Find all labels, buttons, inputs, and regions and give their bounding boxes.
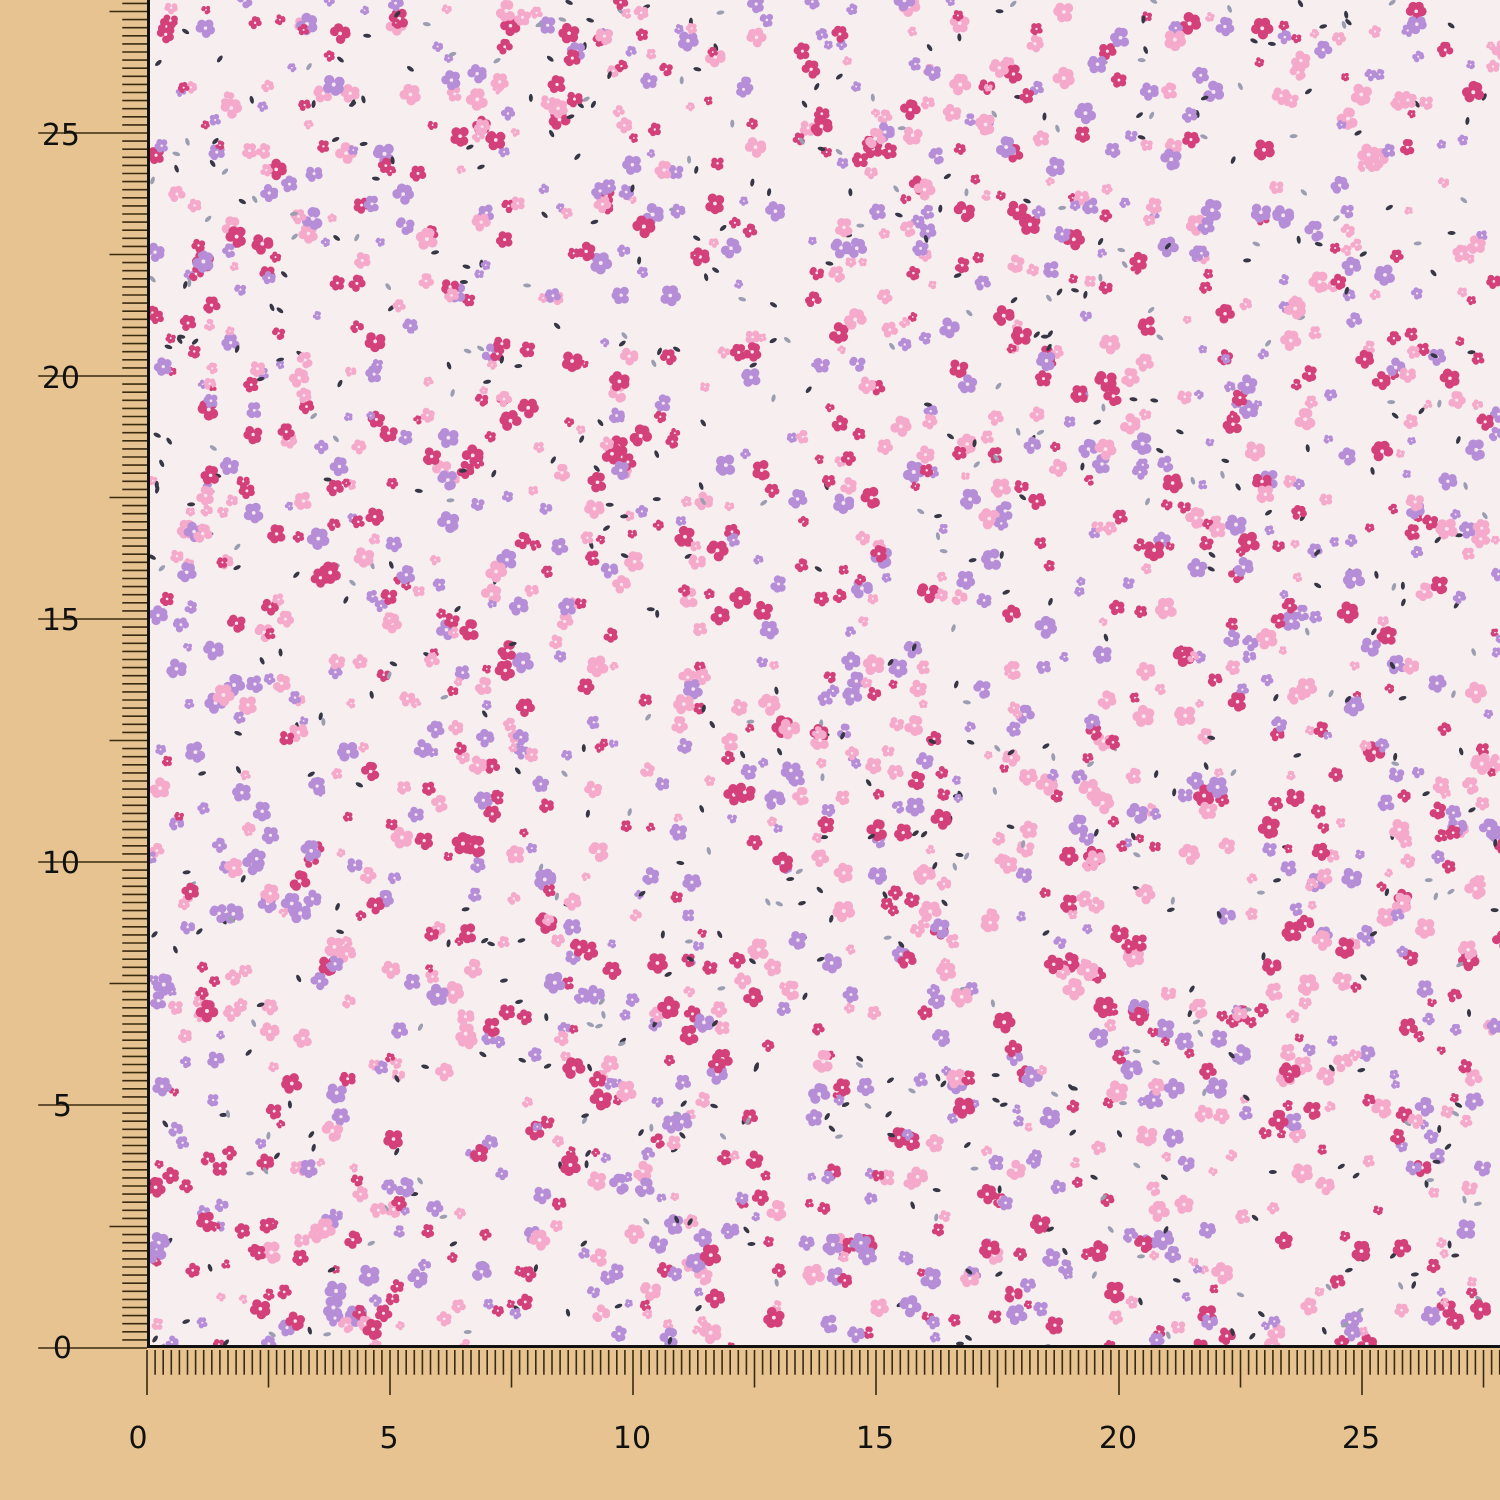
leaf [585,809,590,818]
leaf [1062,1247,1068,1256]
leaf [293,571,300,578]
flower [590,252,613,275]
flower [276,1119,286,1129]
leaf [775,901,783,907]
flower [817,1201,831,1215]
leaf [561,770,568,777]
y-label: 25 [42,118,80,153]
x-label: 0 [128,1421,147,1456]
y-axis-labels: 0 5 10 15 20 25 [42,118,80,1366]
flower-pattern [150,0,1500,1345]
leaf [306,63,312,71]
floral-fabric-swatch [147,0,1500,1348]
flower [1377,794,1395,812]
flower [1120,413,1141,435]
flower [528,485,539,496]
x-label: 10 [613,1421,651,1456]
flower [185,507,196,517]
flower [184,600,197,614]
leaf [992,787,997,795]
x-label: 5 [379,1421,398,1456]
flower [624,551,644,572]
y-label: 0 [53,1331,72,1366]
flower [1133,538,1147,552]
ruler-ticks [38,2,1500,1395]
y-label: 15 [42,603,80,638]
leaf [541,211,548,218]
leaf [349,579,356,586]
leaf [500,978,508,983]
leaf [676,860,685,865]
x-label: 20 [1099,1421,1137,1456]
flower [1002,604,1021,623]
flower [1350,238,1363,252]
x-label: 25 [1342,1421,1380,1456]
leaf [1119,1101,1128,1106]
flower [1308,271,1329,294]
flower [695,1091,710,1108]
flower [602,961,622,981]
flower [920,96,935,110]
flower [1170,1320,1186,1334]
leaf [710,1103,718,1109]
flower [177,1028,192,1044]
leaf [307,771,315,777]
flower [992,831,1006,846]
flower [271,327,286,341]
leaf [318,712,323,721]
leaf [1297,0,1304,8]
y-label: 10 [42,846,80,881]
flower [870,108,881,118]
flower [1371,440,1394,462]
leaf [966,739,975,745]
flower [298,399,315,415]
y-label: 20 [42,361,80,396]
x-axis-labels: 0 5 10 15 20 25 [128,1421,1380,1456]
flower [864,1192,878,1205]
flower [671,716,688,734]
y-label: 5 [53,1089,72,1124]
leaf [593,465,600,472]
x-label: 15 [856,1421,894,1456]
